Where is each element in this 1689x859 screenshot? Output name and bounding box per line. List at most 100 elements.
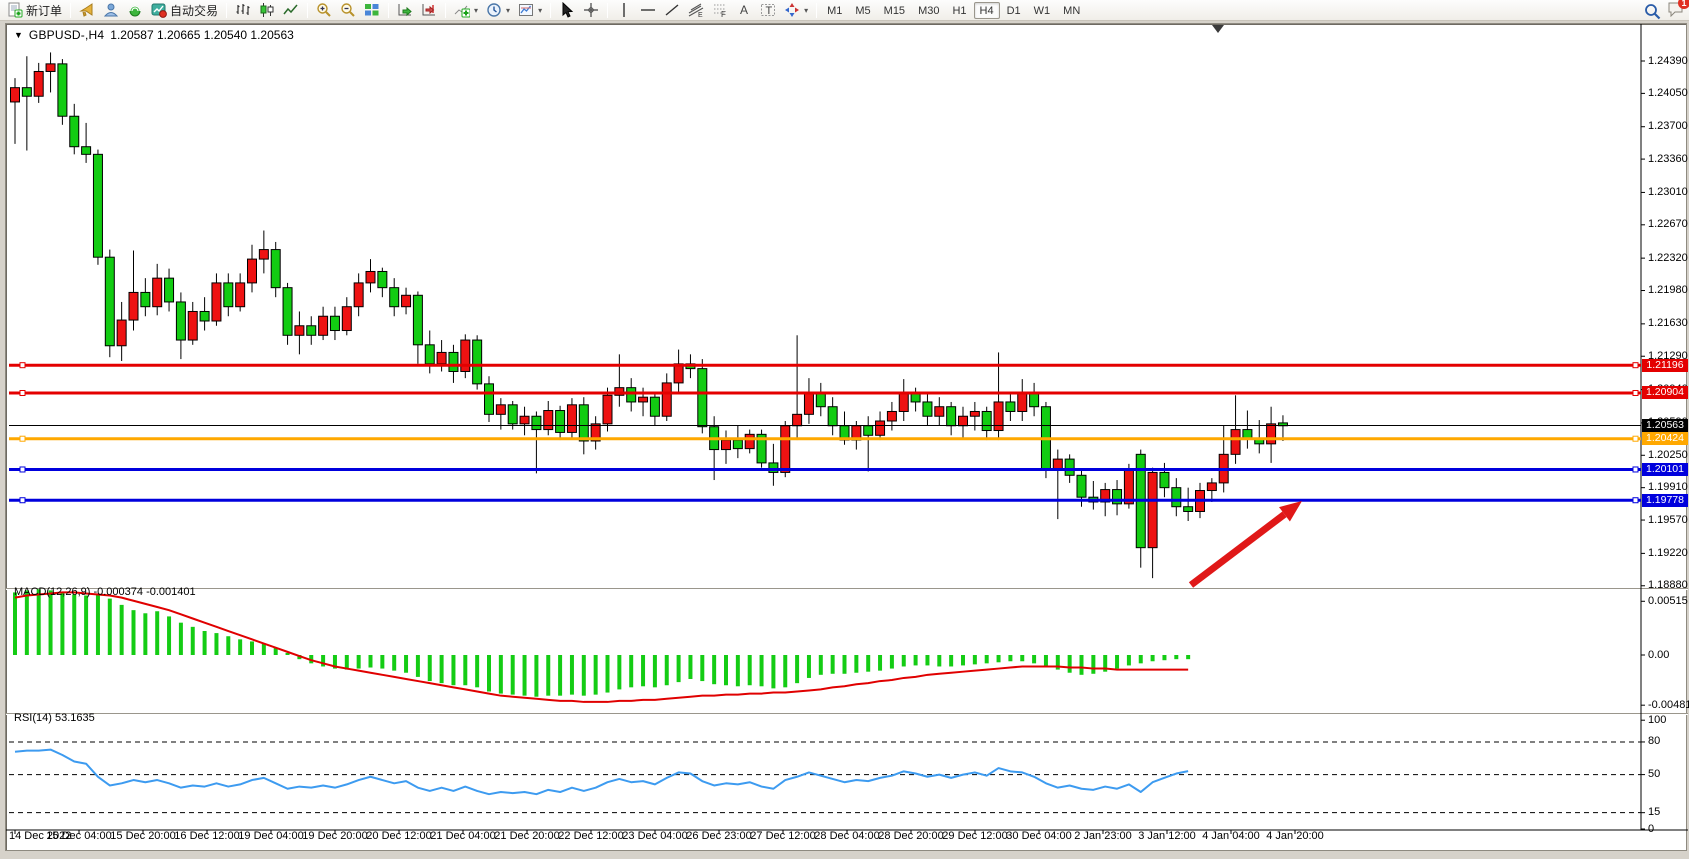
time-axis-label: 4 Jan 20:00 <box>1266 830 1324 842</box>
time-axis-label: 30 Dec 04:00 <box>1006 830 1072 842</box>
time-axis-label: 22 Dec 12:00 <box>558 830 624 842</box>
tile-windows-button[interactable] <box>360 1 384 19</box>
indicators-button[interactable]: ▾ <box>450 1 482 19</box>
dropdown-caret-icon: ▾ <box>474 5 479 15</box>
autotrading-button[interactable]: 自动交易 <box>147 1 222 19</box>
chart-window[interactable]: ▼ GBPUSD-,H4 1.20587 1.20665 1.20540 1.2… <box>5 23 1689 851</box>
time-axis-label: 19 Dec 20:00 <box>302 830 368 842</box>
line-handle[interactable] <box>1632 389 1639 396</box>
candle-body-down <box>732 439 743 450</box>
candle-body-down <box>81 146 92 155</box>
candle-body-up <box>614 387 625 396</box>
time-axis-label: 2 Jan 23:00 <box>1074 830 1132 842</box>
timeframe-m5-button[interactable]: M5 <box>855 4 871 17</box>
line-handle[interactable] <box>19 435 26 442</box>
chart-symbol-period: GBPUSD-,H4 <box>28 28 105 42</box>
signal-icon <box>127 2 143 18</box>
timeframe-h1-button[interactable]: H1 <box>952 4 967 17</box>
time-axis-label: 21 Dec 04:00 <box>430 830 496 842</box>
candle-body-down <box>1112 489 1123 505</box>
svg-text:F: F <box>721 10 726 18</box>
candle-body-down <box>863 425 874 436</box>
candle-body-down <box>1183 506 1194 512</box>
text-label-button[interactable]: T <box>756 1 780 19</box>
price-tag[interactable]: 1.20101 <box>1642 462 1688 476</box>
timeframe-d1-button[interactable]: D1 <box>1006 4 1021 17</box>
candle-body-up <box>566 404 577 433</box>
news-button[interactable] <box>75 1 99 19</box>
chat-button[interactable]: 1 <box>1667 0 1689 22</box>
time-axis-label: 26 Dec 23:00 <box>686 830 752 842</box>
price-tag[interactable]: 1.20563 <box>1642 418 1688 432</box>
new-order-button[interactable]: 新订单 <box>3 1 66 19</box>
symbol-dropdown-icon[interactable]: ▼ <box>14 30 23 40</box>
candle-body-up <box>187 310 198 341</box>
price-tag[interactable]: 1.19778 <box>1642 493 1688 507</box>
annotation-arrow-head[interactable] <box>1279 501 1302 522</box>
toolbar-separator <box>388 2 390 18</box>
line-handle[interactable] <box>1632 435 1639 442</box>
zoom-out-button[interactable] <box>336 1 360 19</box>
text-button[interactable]: A <box>732 1 756 19</box>
templates-button[interactable]: ▾ <box>514 1 546 19</box>
macd-axis-label: 0.00515 <box>1648 594 1688 607</box>
chart-candles-button[interactable] <box>255 1 279 19</box>
candle-body-down <box>1040 406 1051 470</box>
chart-line-button[interactable] <box>279 1 303 19</box>
time-axis-label: 29 Dec 12:00 <box>942 830 1008 842</box>
periods-button[interactable]: ▾ <box>482 1 514 19</box>
chart-plot-area[interactable] <box>6 24 1688 850</box>
timeframe-m15-button[interactable]: M15 <box>883 4 906 17</box>
timeframe-w1-button[interactable]: W1 <box>1033 4 1051 17</box>
line-handle[interactable] <box>1632 362 1639 369</box>
crosshair-button[interactable] <box>579 1 603 19</box>
grid-button[interactable]: F <box>708 1 732 19</box>
timeframe-m30-button[interactable]: M30 <box>918 4 940 17</box>
line-handle[interactable] <box>19 362 26 369</box>
crosshair-icon <box>583 2 599 18</box>
candle-body-down <box>578 404 589 442</box>
price-tag[interactable]: 1.21196 <box>1642 358 1688 372</box>
arrows-button[interactable]: ▾ <box>780 1 812 19</box>
candle-body-down <box>768 462 779 473</box>
line-handle[interactable] <box>19 389 26 396</box>
trendline-button[interactable] <box>660 1 684 19</box>
timeframe-h4-button[interactable]: H4 <box>973 1 1000 19</box>
search-icon[interactable] <box>1644 3 1661 20</box>
horn-icon <box>79 2 95 18</box>
candle-body-up <box>519 415 530 425</box>
line-handle[interactable] <box>19 466 26 473</box>
candle-body-down <box>1076 474 1087 498</box>
chart-shift-button[interactable] <box>417 1 441 19</box>
auto-scroll-button[interactable] <box>393 1 417 19</box>
profile-icon <box>103 2 119 18</box>
zoom-in-button[interactable] <box>312 1 336 19</box>
price-tag[interactable]: 1.20424 <box>1642 432 1688 446</box>
fibonacci-button[interactable]: E <box>684 1 708 19</box>
community-button[interactable] <box>99 1 123 19</box>
chart-shift-marker[interactable] <box>1212 25 1224 33</box>
toolbar-separator <box>307 2 309 18</box>
candle-body-down <box>69 115 80 148</box>
chart-bars-button[interactable] <box>231 1 255 19</box>
timeframe-mn-button[interactable]: MN <box>1063 4 1081 17</box>
price-tag[interactable]: 1.20904 <box>1642 386 1688 400</box>
tile-windows-icon <box>364 2 380 18</box>
cursor-button[interactable] <box>555 1 579 19</box>
candle-body-up <box>792 413 803 427</box>
svg-text:T: T <box>766 5 773 17</box>
candle-body-down <box>626 387 637 403</box>
line-handle[interactable] <box>19 497 26 504</box>
line-handle[interactable] <box>1632 466 1639 473</box>
price-axis-label: 1.23360 <box>1648 152 1688 165</box>
candle-body-up <box>1266 423 1277 445</box>
periods-icon <box>486 2 502 18</box>
line-handle[interactable] <box>1632 497 1639 504</box>
horizontal-line-button[interactable] <box>636 1 660 19</box>
candle-body-up <box>875 420 886 436</box>
timeframe-m1-button[interactable]: M1 <box>827 4 843 17</box>
vertical-line-button[interactable] <box>612 1 636 19</box>
signals-button[interactable] <box>123 1 147 19</box>
annotation-arrow-shaft[interactable] <box>1188 511 1287 588</box>
